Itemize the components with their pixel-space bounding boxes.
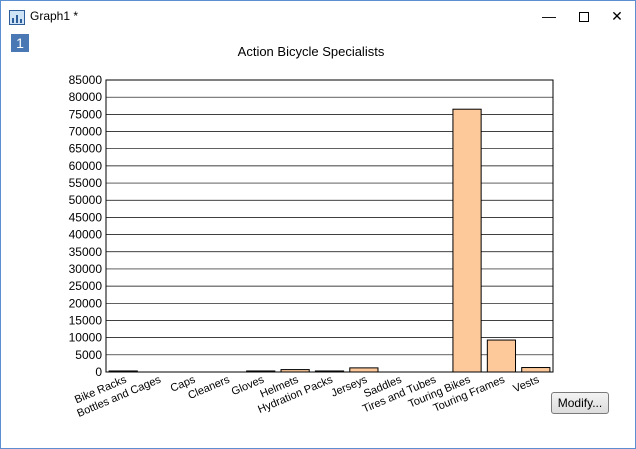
y-tick-label: 25000 bbox=[69, 279, 103, 293]
bar[interactable] bbox=[486, 339, 517, 373]
y-tick-label: 75000 bbox=[69, 107, 103, 121]
y-tick-label: 70000 bbox=[69, 125, 103, 139]
x-tick-label: Jerseys bbox=[329, 374, 369, 400]
title-bar[interactable]: Graph1 * — ✕ bbox=[1, 1, 635, 31]
plot-frame bbox=[105, 79, 554, 373]
y-tick-label: 20000 bbox=[69, 296, 103, 310]
y-tick-label: 80000 bbox=[69, 90, 103, 104]
minimize-icon: — bbox=[542, 8, 556, 24]
y-tick-label: 45000 bbox=[69, 210, 103, 224]
y-tick-label: 10000 bbox=[69, 331, 103, 345]
close-button[interactable]: ✕ bbox=[599, 1, 635, 31]
bar[interactable] bbox=[521, 367, 551, 373]
bar[interactable] bbox=[452, 108, 482, 373]
y-tick-label: 65000 bbox=[69, 142, 103, 156]
bar[interactable] bbox=[349, 367, 379, 373]
minimize-button[interactable]: — bbox=[531, 1, 567, 31]
x-tick-label: Vests bbox=[512, 374, 542, 396]
y-tick-label: 35000 bbox=[69, 245, 103, 259]
modify-button[interactable]: Modify... bbox=[551, 392, 609, 414]
graph-window-icon[interactable] bbox=[9, 10, 25, 25]
close-icon: ✕ bbox=[611, 8, 623, 24]
maximize-icon bbox=[579, 12, 589, 23]
chart-title: Action Bicycle Specialists bbox=[238, 44, 385, 59]
maximize-button[interactable] bbox=[566, 1, 602, 31]
layer-indicator[interactable]: 1 bbox=[11, 34, 29, 52]
y-tick-label: 85000 bbox=[69, 73, 103, 87]
y-tick-label: 30000 bbox=[69, 262, 103, 276]
y-tick-label: 5000 bbox=[75, 348, 102, 362]
y-tick-label: 15000 bbox=[69, 313, 103, 327]
y-tick-label: 50000 bbox=[69, 193, 103, 207]
y-tick-label: 55000 bbox=[69, 176, 103, 190]
y-tick-label: 40000 bbox=[69, 228, 103, 242]
y-tick-label: 0 bbox=[95, 365, 102, 379]
graph-page[interactable]: 1 Action Bicycle Specialists 0 5000 10000 1… bbox=[9, 31, 627, 440]
window-title: Graph1 * bbox=[30, 9, 79, 23]
bar-chart[interactable]: Action Bicycle Specialists 0500010000150… bbox=[9, 31, 627, 440]
y-tick-label: 60000 bbox=[69, 159, 103, 173]
